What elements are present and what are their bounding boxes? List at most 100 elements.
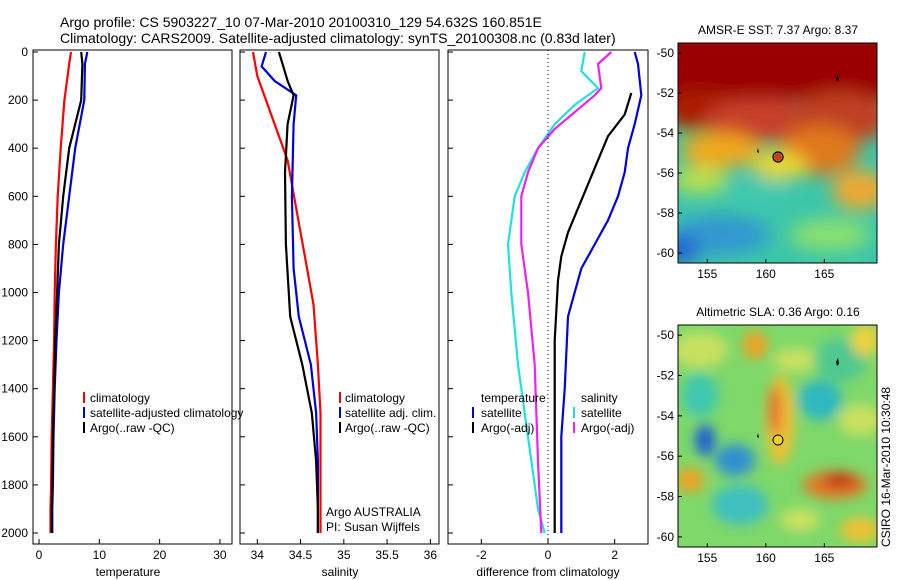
series-line-0: [560, 51, 643, 533]
depth-tick-label: 1600: [1, 430, 28, 444]
sla-float-marker: [772, 434, 784, 446]
lat-tick-label: -58: [657, 490, 675, 504]
lon-tick-label: 165: [814, 551, 834, 565]
salinity-xlabel: salinity: [322, 565, 359, 579]
legend-swatch-sal-argo: [573, 422, 575, 433]
lon-tick-label: 160: [756, 267, 776, 281]
legend-label-climatology: climatology: [345, 391, 405, 405]
difference-xlabel: difference from climatology: [476, 565, 619, 579]
lat-tick-label: -50: [657, 46, 675, 60]
sst-float-marker-fill: [774, 153, 782, 161]
lon-tick-label: 155: [697, 267, 717, 281]
legend-label-argo: Argo(..raw -QC): [345, 421, 430, 435]
depth-tick-label: 1000: [1, 286, 28, 300]
temperature-panel-frame: [32, 49, 233, 545]
legend-swatch-climatology: [83, 392, 85, 403]
temperature-legend: climatology satellite-adjusted climatolo…: [83, 391, 243, 435]
lat-tick-label: -50: [657, 328, 675, 342]
pi-note: PI: Susan Wijffels: [326, 520, 420, 534]
depth-tick-label: 0: [21, 45, 28, 59]
sst-map-frame: [677, 42, 878, 264]
sla-track-glyph: [836, 358, 839, 366]
depth-tick-label: 800: [8, 237, 28, 251]
series-line-1: [260, 51, 319, 533]
legend-label-sal-satellite: satellite: [581, 406, 622, 420]
legend-label-climatology: climatology: [90, 391, 150, 405]
series-line-0: [251, 51, 322, 533]
sst-float-marker-ring: [772, 151, 784, 163]
sst-track-glyph-2: [757, 148, 759, 153]
series-line-3: [520, 51, 613, 534]
lat-tick-label: -56: [657, 449, 675, 463]
legend-label-temp-satellite: satellite: [481, 406, 522, 420]
series-line-2: [506, 51, 600, 534]
lat-tick-label: -54: [657, 126, 675, 140]
salinity-series: [251, 51, 322, 533]
x-tick-label: 2: [611, 548, 618, 562]
lat-tick-label: -58: [657, 206, 675, 220]
credit-timestamp: CSIRO 16-Mar-2010 10:30:48: [879, 387, 893, 547]
legend-swatch-climatology: [339, 392, 341, 403]
lon-tick-label: 165: [814, 267, 834, 281]
legend-label-satellite: satellite adj. clim.: [345, 406, 436, 420]
depth-tick-label: 1400: [1, 382, 28, 396]
depth-tick-label: 2000: [1, 526, 28, 540]
sla-map-title: Altimetric SLA: 0.36 Argo: 0.16: [696, 305, 860, 319]
legend-label-sal-argo: Argo(-adj): [581, 421, 634, 435]
sst-map-axes: -50 -52 -54 -56 -58 -60 155 160 165: [657, 46, 835, 281]
legend-swatch-satellite: [339, 407, 341, 418]
sst-track-glyph: [836, 74, 839, 82]
difference-series: [506, 51, 643, 534]
legend-title-salinity: salinity: [581, 391, 618, 405]
depth-tick-label: 400: [8, 141, 28, 155]
legend-swatch-temp-satellite: [472, 407, 474, 418]
lat-tick-label: -60: [657, 246, 675, 260]
x-tick-label: 0: [36, 548, 43, 562]
figure-title-line1: Argo profile: CS 5903227_10 07-Mar-2010 …: [60, 14, 542, 30]
sla-map-axes: -50 -52 -54 -56 -58 -60 155 160 165: [657, 328, 835, 565]
x-tick-label: 0: [545, 548, 552, 562]
depth-tick-label: 1200: [1, 334, 28, 348]
legend-label-argo: Argo(..raw -QC): [90, 421, 175, 435]
legend-swatch-temp-argo: [472, 422, 474, 433]
series-line-2: [50, 51, 84, 533]
figure-title-line2: Climatology: CARS2009. Satellite-adjuste…: [60, 30, 616, 46]
lat-tick-label: -60: [657, 530, 675, 544]
sst-map-title: AMSR-E SST: 7.37 Argo: 8.37: [698, 23, 858, 37]
sla-track-glyph-2: [757, 433, 759, 438]
lat-tick-label: -52: [657, 86, 675, 100]
sla-map-frame: [677, 324, 878, 548]
salinity-legend: climatology satellite adj. clim. Argo(..…: [326, 391, 436, 534]
x-tick-label: 34: [251, 548, 265, 562]
depth-axis: 0 200 400 600 800 1000 1200 1400 1600 1800 2000: [1, 45, 453, 540]
x-tick-label: 10: [93, 548, 107, 562]
legend-swatch-argo: [83, 422, 85, 433]
series-line-1: [553, 92, 633, 533]
temperature-series: [49, 51, 89, 533]
x-tick-label: 20: [153, 548, 167, 562]
depth-tick-label: 600: [8, 189, 28, 203]
legend-label-satellite: satellite-adjusted climatology: [90, 406, 243, 420]
lat-tick-label: -54: [657, 409, 675, 423]
lat-tick-label: -52: [657, 368, 675, 382]
series-line-2: [277, 51, 319, 533]
x-tick-label: 36: [424, 548, 438, 562]
lat-tick-label: -56: [657, 166, 675, 180]
legend-swatch-sal-satellite: [573, 407, 575, 418]
x-tick-label: -2: [476, 548, 487, 562]
series-line-0: [49, 51, 73, 533]
sst-map: [678, 43, 877, 263]
lon-tick-label: 155: [697, 551, 717, 565]
x-tick-label: 35: [337, 548, 351, 562]
argo-program-note: Argo AUSTRALIA: [326, 505, 421, 519]
salinity-panel-frame: [239, 49, 440, 545]
x-tick-label: 35.5: [375, 548, 399, 562]
lon-tick-label: 160: [756, 551, 776, 565]
temperature-xlabel: temperature: [96, 565, 161, 579]
x-tick-label: 30: [213, 548, 227, 562]
difference-legend: temperature satellite Argo(-adj) salinit…: [472, 391, 634, 435]
legend-title-temperature: temperature: [481, 391, 546, 405]
legend-label-temp-argo: Argo(-adj): [481, 421, 534, 435]
legend-swatch-argo: [339, 422, 341, 433]
